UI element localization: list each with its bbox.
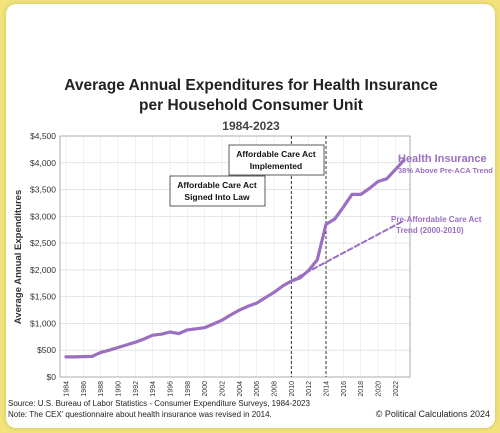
data-point xyxy=(342,206,345,209)
chart-card: Average Annual Expenditures for Health I… xyxy=(6,4,495,428)
y-tick-label: $3,500 xyxy=(30,185,56,195)
x-tick-label: 1994 xyxy=(150,381,157,397)
x-tick-label: 2002 xyxy=(220,381,227,397)
data-point xyxy=(264,296,267,299)
data-point xyxy=(186,328,189,331)
marker-label-2014-line1: Affordable Care Act xyxy=(236,149,316,159)
marker-label-2014-line2: Implemented xyxy=(250,161,302,171)
y-tick-label: $3,000 xyxy=(30,211,56,221)
y-tick-label: $4,000 xyxy=(30,158,56,168)
footer-note: Note: The CEX' questionnaire about healt… xyxy=(8,410,272,419)
footer-source: Source: U.S. Bureau of Labor Statistics … xyxy=(8,399,310,408)
data-point xyxy=(108,349,111,352)
data-point xyxy=(143,337,145,340)
y-axis-label: Average Annual Expenditures xyxy=(13,190,24,324)
data-point xyxy=(394,168,397,171)
chart-subtitle: per Household Consumer Unit xyxy=(139,97,363,114)
health-insurance-chart: Average Annual Expenditures for Health I… xyxy=(8,77,493,419)
trend-line xyxy=(290,219,405,282)
data-point xyxy=(203,326,206,329)
data-point xyxy=(359,193,362,196)
health-insurance-line xyxy=(64,158,406,359)
x-tick-label: 1992 xyxy=(133,381,140,397)
data-point xyxy=(99,351,102,354)
x-tick-label: 1998 xyxy=(185,381,192,397)
data-point xyxy=(212,322,215,325)
data-point xyxy=(160,333,163,336)
x-tick-label: 1988 xyxy=(98,381,105,397)
data-point xyxy=(221,319,223,322)
data-point xyxy=(82,355,85,358)
x-tick-label: 2016 xyxy=(341,381,348,397)
chart-title: Average Annual Expenditures for Health I… xyxy=(64,77,438,94)
data-point xyxy=(273,291,275,294)
data-series xyxy=(64,158,406,359)
data-point xyxy=(299,276,301,279)
event-markers xyxy=(290,136,327,377)
data-point xyxy=(385,177,388,180)
data-point xyxy=(65,355,67,358)
data-point xyxy=(281,284,284,287)
trend-label-line2: Trend (2000-2010) xyxy=(396,226,464,235)
y-tick-label: $1,500 xyxy=(30,292,56,302)
x-tick-label: 2010 xyxy=(289,381,296,397)
data-point xyxy=(255,302,258,305)
series-label-health-insurance: Health Insurance xyxy=(398,153,487,165)
x-tick-label: 2000 xyxy=(202,381,209,397)
data-point xyxy=(325,223,327,226)
x-tick-label: 2006 xyxy=(254,381,261,397)
series-note: 38% Above Pre-ACA Trend xyxy=(398,166,493,175)
data-point xyxy=(351,193,353,196)
y-axis-ticks: $0 $500 $1,000 $1,500 $2,000 $2,500 $3,000 $3,5… xyxy=(30,131,56,382)
y-tick-label: $0 xyxy=(47,372,57,382)
data-point xyxy=(177,332,180,335)
data-point xyxy=(238,309,241,312)
data-point xyxy=(403,159,405,162)
y-tick-label: $2,000 xyxy=(30,265,56,275)
x-tick-label: 2008 xyxy=(272,381,279,397)
y-tick-label: $4,500 xyxy=(30,131,56,141)
x-tick-label: 2004 xyxy=(237,381,244,397)
x-tick-label: 2014 xyxy=(324,381,331,397)
data-point xyxy=(151,334,154,337)
footer-copyright: © Political Calculations 2024 xyxy=(376,409,490,419)
data-point xyxy=(368,187,371,190)
y-tick-label: $2,500 xyxy=(30,238,56,248)
y-tick-label: $500 xyxy=(37,345,56,355)
data-point xyxy=(195,327,197,330)
plot-frame xyxy=(59,135,411,378)
data-point xyxy=(91,355,93,358)
trend-label-line1: Pre-Affordable Care Act xyxy=(391,215,482,224)
x-tick-label: 1986 xyxy=(81,381,88,397)
x-tick-label: 2022 xyxy=(393,381,400,397)
marker-label-2010-line2: Signed Into Law xyxy=(184,192,250,202)
data-point xyxy=(117,346,119,349)
x-tick-label: 1984 xyxy=(64,381,71,397)
data-point xyxy=(316,258,319,261)
x-tick-label: 2012 xyxy=(306,381,313,397)
y-tick-label: $1,000 xyxy=(30,318,56,328)
x-tick-label: 1990 xyxy=(116,381,123,397)
x-axis-ticks: 1984 1986 1988 1990 1992 1994 1996 1998 2000 2002… xyxy=(64,381,400,397)
marker-box-2014: Affordable Care Act Implemented xyxy=(228,144,325,176)
x-tick-label: 1996 xyxy=(168,381,175,397)
data-point xyxy=(333,218,336,221)
x-tick-label: 2018 xyxy=(358,381,365,397)
data-point xyxy=(134,341,137,344)
marker-box-2010: Affordable Care Act Signed Into Law xyxy=(169,175,266,207)
chart-period: 1984-2023 xyxy=(222,119,280,133)
x-tick-label: 2020 xyxy=(376,381,383,397)
data-point xyxy=(377,180,379,183)
data-point xyxy=(125,343,128,346)
data-point xyxy=(247,305,249,308)
data-point xyxy=(229,313,232,316)
data-point xyxy=(169,331,171,334)
data-point xyxy=(73,355,76,358)
marker-label-2010-line1: Affordable Care Act xyxy=(177,180,257,190)
